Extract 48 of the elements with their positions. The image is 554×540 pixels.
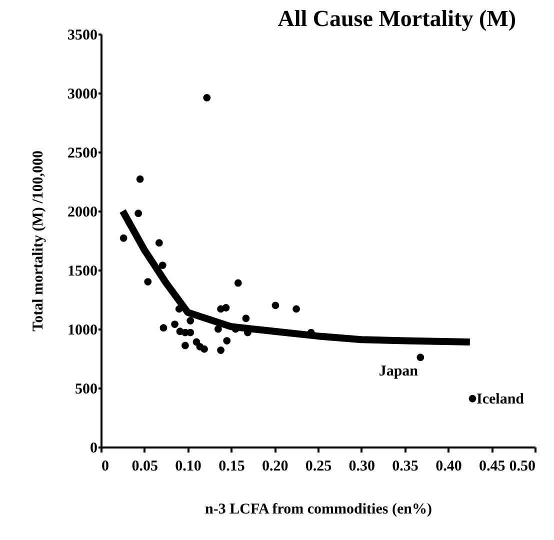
y-tick-label: 3500 — [68, 28, 98, 44]
y-tick-label: 2000 — [68, 204, 98, 220]
annotation: Iceland — [476, 392, 525, 408]
point — [136, 175, 144, 183]
point — [181, 342, 189, 350]
point — [120, 234, 128, 242]
x-tick-label: 0.15 — [218, 458, 245, 474]
point — [217, 346, 224, 354]
y-tick-label: 3000 — [68, 86, 98, 102]
x-tick-label: 0.20 — [262, 458, 288, 474]
point — [214, 325, 222, 333]
point — [272, 302, 280, 310]
x-tick-label: 0.30 — [348, 458, 376, 474]
y-tick-label: 500 — [75, 382, 98, 398]
point — [158, 262, 166, 269]
y-tick-label: 0 — [90, 440, 98, 456]
chart-title: All Cause Mortality (M) — [278, 6, 516, 31]
x-tick-label: 0.10 — [175, 458, 202, 474]
point — [155, 239, 163, 247]
point — [175, 305, 183, 313]
point — [200, 345, 208, 353]
point — [292, 305, 300, 313]
x-tick-label: 0.35 — [392, 458, 418, 474]
point — [234, 279, 242, 287]
y-tick-label: 2500 — [68, 146, 98, 162]
point — [222, 304, 230, 312]
point — [203, 94, 211, 102]
x-axis-title: n-3 LCFA from commodities (en%) — [205, 502, 432, 518]
point — [186, 328, 194, 336]
point — [223, 337, 231, 344]
point — [134, 210, 142, 218]
y-tick-label: 1500 — [68, 264, 98, 280]
point — [186, 317, 194, 324]
point — [171, 320, 178, 328]
point — [242, 314, 250, 322]
point — [468, 394, 476, 402]
x-tick-label: 0.40 — [436, 458, 462, 474]
x-tick-label: 0.50 — [509, 458, 536, 474]
point — [144, 278, 152, 286]
x-tick-label: 0.25 — [305, 458, 332, 474]
x-tick-label: 0.05 — [132, 458, 158, 474]
annotation: Japan — [378, 363, 419, 380]
point — [160, 324, 168, 332]
point — [416, 354, 424, 362]
y-tick-label: 1000 — [68, 322, 98, 338]
y-axis-title: Total mortality (M) /100,000 — [30, 150, 46, 332]
x-tick-label: 0 — [102, 458, 109, 474]
x-tick-label: 0.45 — [478, 458, 506, 474]
